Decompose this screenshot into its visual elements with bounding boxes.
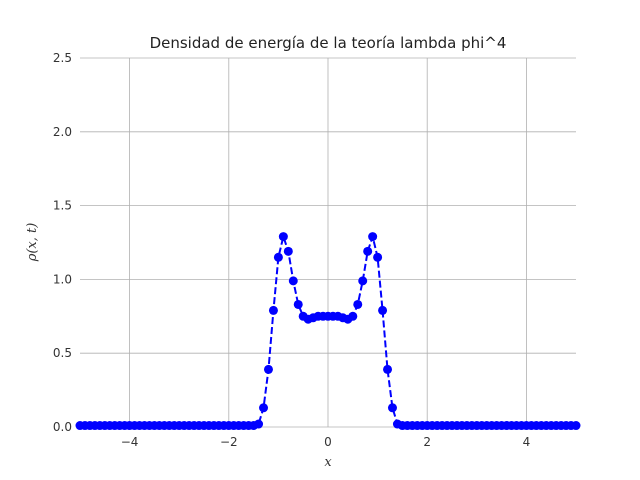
y-tick-label: 2.0 [53,125,72,139]
data-point [353,299,363,309]
data-point [263,364,273,374]
y-tick-label: 0.5 [53,346,72,360]
y-tick-label: 0.0 [53,420,72,434]
x-tick-label: −2 [220,435,238,449]
y-tick-label: 1.5 [53,199,72,213]
grid-lines [80,57,576,428]
data-point [373,252,383,262]
x-tick-label: −4 [121,435,139,449]
data-point [293,299,303,309]
y-tick-label: 1.0 [53,272,72,286]
data-point [387,403,397,413]
data-point [288,276,298,286]
data-point [358,276,368,286]
data-point [348,311,358,321]
series-layer [75,232,581,431]
y-axis-ticks: 0.0 0.5 1.0 1.5 2.0 2.5 [53,51,72,434]
data-point [283,246,293,256]
x-tick-label: 2 [423,435,431,449]
x-tick-label: 4 [523,435,531,449]
data-point [268,305,278,315]
data-point [383,364,393,374]
y-axis-label: ρ(x, t) [25,223,40,263]
data-point [363,246,373,256]
x-tick-label: 0 [324,435,332,449]
data-point [278,232,288,242]
data-point [254,419,264,429]
data-point [273,252,283,262]
data-point [378,305,388,315]
chart-title: Densidad de energía de la teoría lambda … [150,34,507,52]
data-point [259,403,269,413]
data-point [368,232,378,242]
x-axis-label: x [324,455,332,470]
y-tick-label: 2.5 [53,51,72,65]
data-point [571,421,581,431]
x-axis-ticks: −4 −2 0 2 4 [121,435,530,449]
